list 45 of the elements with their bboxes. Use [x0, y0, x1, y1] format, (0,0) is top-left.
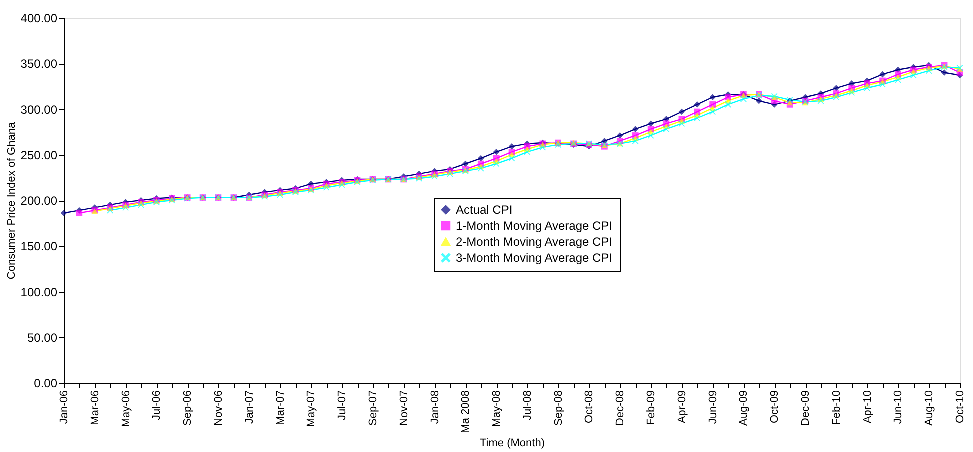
x-tick-label: Sep-08 [552, 390, 565, 426]
y-axis-title: Consumer Price Index of Ghana [6, 122, 18, 280]
x-tick-label: Nov-07 [398, 390, 410, 426]
x-tick-label: May-06 [120, 390, 132, 428]
x-tick-label: Feb-09 [646, 390, 658, 426]
x-tick-label: Jul-07 [336, 390, 349, 420]
x-tick-label: Jul-08 [522, 390, 534, 420]
x-tick-label: Mar-07 [274, 390, 287, 426]
x-tick-label: Dec-08 [614, 390, 627, 426]
x-tick-label: Jan-07 [244, 390, 256, 424]
x-tick-label: Jan-08 [429, 390, 442, 424]
y-tick-label: 150.00 [20, 240, 58, 254]
x-tick-label: Feb-10 [830, 390, 843, 426]
x-tick-label: Dec-09 [800, 390, 812, 426]
y-tick-label: 300.00 [20, 102, 58, 117]
x-tick-label: Apr-09 [676, 390, 688, 424]
y-tick-label: 50.00 [27, 330, 58, 345]
x-tick-label: Sep-07 [367, 390, 380, 426]
x-tick-label: May-08 [491, 390, 504, 428]
legend-label: 2-Month Moving Average CPI [456, 235, 613, 249]
x-tick-label: Jan-06 [58, 390, 70, 424]
y-tick-label: 200.00 [20, 194, 58, 208]
x-tick-label: Oct-10 [954, 390, 966, 424]
x-tick-label: Aug-10 [924, 390, 936, 426]
x-tick-label: Aug-09 [738, 390, 750, 426]
y-tick-label: 350.00 [20, 57, 58, 72]
x-tick-label: Nov-06 [212, 390, 225, 426]
x-tick-label: Sep-06 [182, 390, 194, 426]
legend-label: 3-Month Moving Average CPI [456, 251, 613, 265]
x-tick-label: May-07 [306, 390, 318, 428]
y-tick-label: 100.00 [20, 285, 58, 300]
x-tick-label: Oct-09 [769, 390, 782, 424]
y-tick-label: 400.00 [20, 12, 58, 26]
x-tick-label: Ma 2008 [460, 390, 472, 434]
x-tick-label: Apr-10 [862, 390, 874, 424]
x-tick-label: Oct-08 [584, 390, 596, 424]
y-tick-label: 0.00 [34, 376, 58, 390]
x-tick-label: Jun-09 [707, 390, 720, 424]
x-axis-title: Time (Month) [480, 437, 545, 450]
x-tick-label: Jul-06 [151, 390, 164, 420]
x-tick-label: Jun-10 [892, 390, 905, 424]
legend-label: 1-Month Moving Average CPI [456, 219, 613, 233]
legend-label: Actual CPI [456, 203, 513, 217]
x-tick-label: Mar-06 [89, 390, 102, 426]
y-tick-label: 250.00 [20, 148, 58, 162]
